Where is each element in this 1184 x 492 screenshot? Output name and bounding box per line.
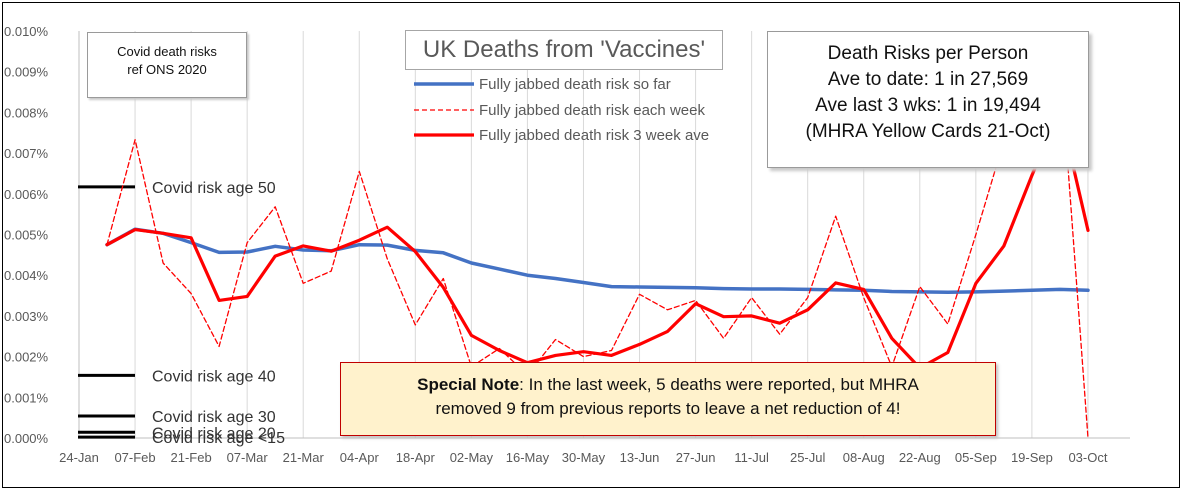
risk-box-line4: (MHRA Yellow Cards 21-Oct) bbox=[805, 121, 1051, 142]
covid-risk-reference-label: Covid risk age 30 bbox=[152, 409, 276, 426]
x-tick-label: 27-Jun bbox=[676, 450, 716, 465]
legend-label: Fully jabbed death risk 3 week ave bbox=[479, 127, 709, 144]
x-tick-label: 21-Mar bbox=[283, 450, 325, 465]
x-tick-label: 22-Aug bbox=[899, 450, 941, 465]
y-tick-label: 0.009% bbox=[4, 65, 49, 80]
ref-box-line2: ref ONS 2020 bbox=[127, 62, 207, 77]
x-tick-label: 03-Oct bbox=[1068, 450, 1107, 465]
y-tick-label: 0.006% bbox=[4, 187, 49, 202]
x-tick-label: 07-Mar bbox=[227, 450, 269, 465]
y-tick-label: 0.005% bbox=[4, 228, 49, 243]
special-note-label: Special Note bbox=[417, 375, 520, 394]
ref-box-line1: Covid death risks bbox=[117, 44, 217, 59]
risk-box-line3: Ave last 3 wks: 1 in 19,494 bbox=[815, 95, 1041, 116]
risk-box-line1: Death Risks per Person bbox=[827, 43, 1029, 64]
x-tick-label: 24-Jan bbox=[59, 450, 99, 465]
x-tick-label: 04-Apr bbox=[340, 450, 380, 465]
x-tick-label: 13-Jun bbox=[620, 450, 660, 465]
covid-risk-reference-label: Covid risk age 50 bbox=[152, 180, 276, 197]
covid-risk-reference-label: Covid risk age 40 bbox=[152, 368, 276, 385]
x-tick-label: 02-May bbox=[450, 450, 494, 465]
special-note-line1: Special Note: In the last week, 5 deaths… bbox=[341, 373, 995, 397]
x-tick-label: 18-Apr bbox=[396, 450, 436, 465]
y-tick-label: 0.004% bbox=[4, 268, 49, 283]
legend-label: Fully jabbed death risk each week bbox=[479, 102, 705, 119]
x-tick-label: 19-Sep bbox=[1011, 450, 1053, 465]
special-note-box: Special Note: In the last week, 5 deaths… bbox=[340, 362, 996, 436]
y-tick-label: 0.002% bbox=[4, 350, 49, 365]
risk-box-line2: Ave to date: 1 in 27,569 bbox=[827, 69, 1029, 90]
chart-title: UK Deaths from 'Vaccines' bbox=[405, 30, 723, 70]
x-tick-label: 25-Jul bbox=[790, 450, 826, 465]
special-note-text: : In the last week, 5 deaths were report… bbox=[519, 375, 919, 394]
x-tick-label: 07-Feb bbox=[114, 450, 155, 465]
y-tick-label: 0.001% bbox=[4, 390, 49, 405]
covid-risk-reference-label: Covid risk age <15 bbox=[152, 430, 285, 447]
y-tick-label: 0.007% bbox=[4, 146, 49, 161]
x-tick-label: 11-Jul bbox=[734, 450, 769, 465]
covid-risk-reference-box: Covid death risks ref ONS 2020 bbox=[87, 32, 247, 98]
y-tick-label: 0.003% bbox=[4, 309, 49, 324]
x-tick-label: 21-Feb bbox=[171, 450, 212, 465]
death-risks-box: Death Risks per Person Ave to date: 1 in… bbox=[767, 31, 1089, 168]
legend-label: Fully jabbed death risk so far bbox=[479, 76, 671, 93]
series-line bbox=[105, 227, 1090, 295]
covid-risk-reference-label: Covid risk age 20 bbox=[152, 425, 276, 442]
special-note-line2: removed 9 from previous reports to leave… bbox=[435, 399, 901, 418]
y-tick-label: 0.008% bbox=[4, 105, 49, 120]
x-tick-label: 30-May bbox=[562, 450, 606, 465]
x-tick-label: 05-Sep bbox=[955, 450, 997, 465]
x-tick-label: 16-May bbox=[506, 450, 550, 465]
y-tick-label: 0.000% bbox=[4, 431, 49, 446]
y-tick-label: 0.010% bbox=[4, 24, 49, 39]
x-tick-label: 08-Aug bbox=[843, 450, 885, 465]
